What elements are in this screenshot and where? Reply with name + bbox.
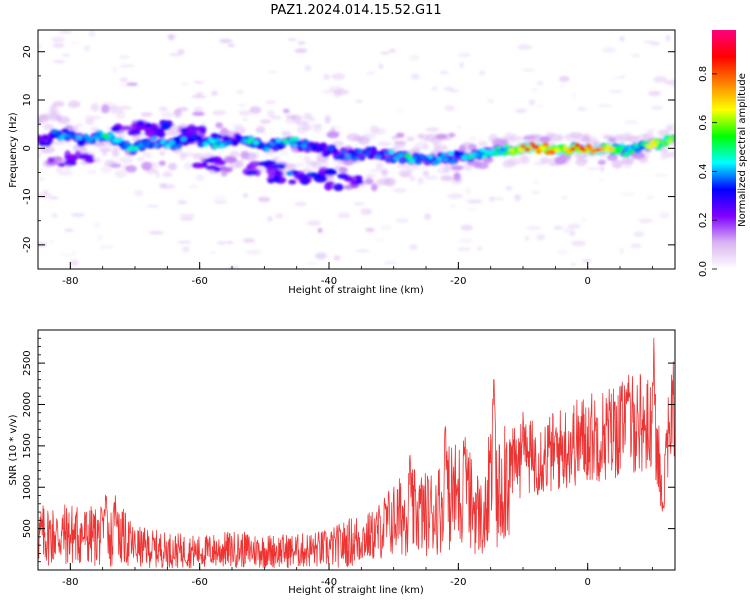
x-tick-label: -40 [321,276,337,287]
spectrogram-x-ticks: -80 -60 -40 -20 0 [37,262,653,287]
snr-y-label: SNR (10 * v/v) [8,414,19,485]
colorbar: 0.0 0.2 0.4 0.6 0.8 Normalized spectral ampl… [698,30,748,277]
x-tick-label: -80 [62,276,78,287]
snr-frame [37,329,676,571]
spectrogram-x-label: Height of straight line (km) [288,285,424,296]
y-tick-label: 20 [22,45,33,58]
snr-series-line [38,337,675,569]
x-tick-label: -20 [450,577,466,588]
y-tick-label: 2500 [22,350,33,375]
x-tick-label: 0 [585,577,591,588]
y-tick-label: 10 [22,94,33,107]
y-tick-label: 2000 [22,392,33,417]
figure-title: PAZ1.2024.014.15.52.G11 [270,3,441,18]
spectrogram-frame [37,29,676,270]
spectrogram-y-ticks: -20 -10 0 10 20 [22,45,675,270]
snr-x-label: Height of straight line (km) [288,585,424,596]
x-tick-label: -60 [192,577,208,588]
y-tick-label: 0 [22,145,33,151]
spectrogram-image [38,30,675,269]
colorbar-tick-label: 0.4 [698,163,709,179]
colorbar-label: Normalized spectral amplitude [737,73,748,227]
snr-x-ticks: -80 -60 -40 -20 0 [37,563,653,588]
y-tick-label: 1000 [22,475,33,500]
x-tick-label: 0 [585,276,591,287]
colorbar-gradient [712,30,736,269]
x-tick-label: -40 [321,577,337,588]
x-tick-label: -80 [62,577,78,588]
snr-panel: -80 -60 -40 -20 0 500 1000 1500 2000 2500 Height… [8,329,676,596]
x-tick-label: -20 [450,276,466,287]
spectrogram-panel: -80 -60 -40 -20 0 -20 -10 0 10 20 Height of stra… [8,29,676,296]
y-tick-label: 500 [22,519,33,538]
snr-y-ticks: 500 1000 1500 2000 2500 [22,337,675,563]
spectrogram-y-label: Frequency (Hz) [8,112,19,188]
x-tick-label: -60 [192,276,208,287]
y-tick-label: -10 [22,188,33,204]
y-tick-label: -20 [22,237,33,253]
colorbar-tick-label: 0.0 [698,261,709,277]
colorbar-tick-label: 0.2 [698,212,709,228]
y-tick-label: 1500 [22,433,33,458]
colorbar-tick-label: 0.6 [698,115,709,131]
colorbar-tick-label: 0.8 [698,66,709,82]
colorbar-ticks: 0.0 0.2 0.4 0.6 0.8 [698,66,717,277]
